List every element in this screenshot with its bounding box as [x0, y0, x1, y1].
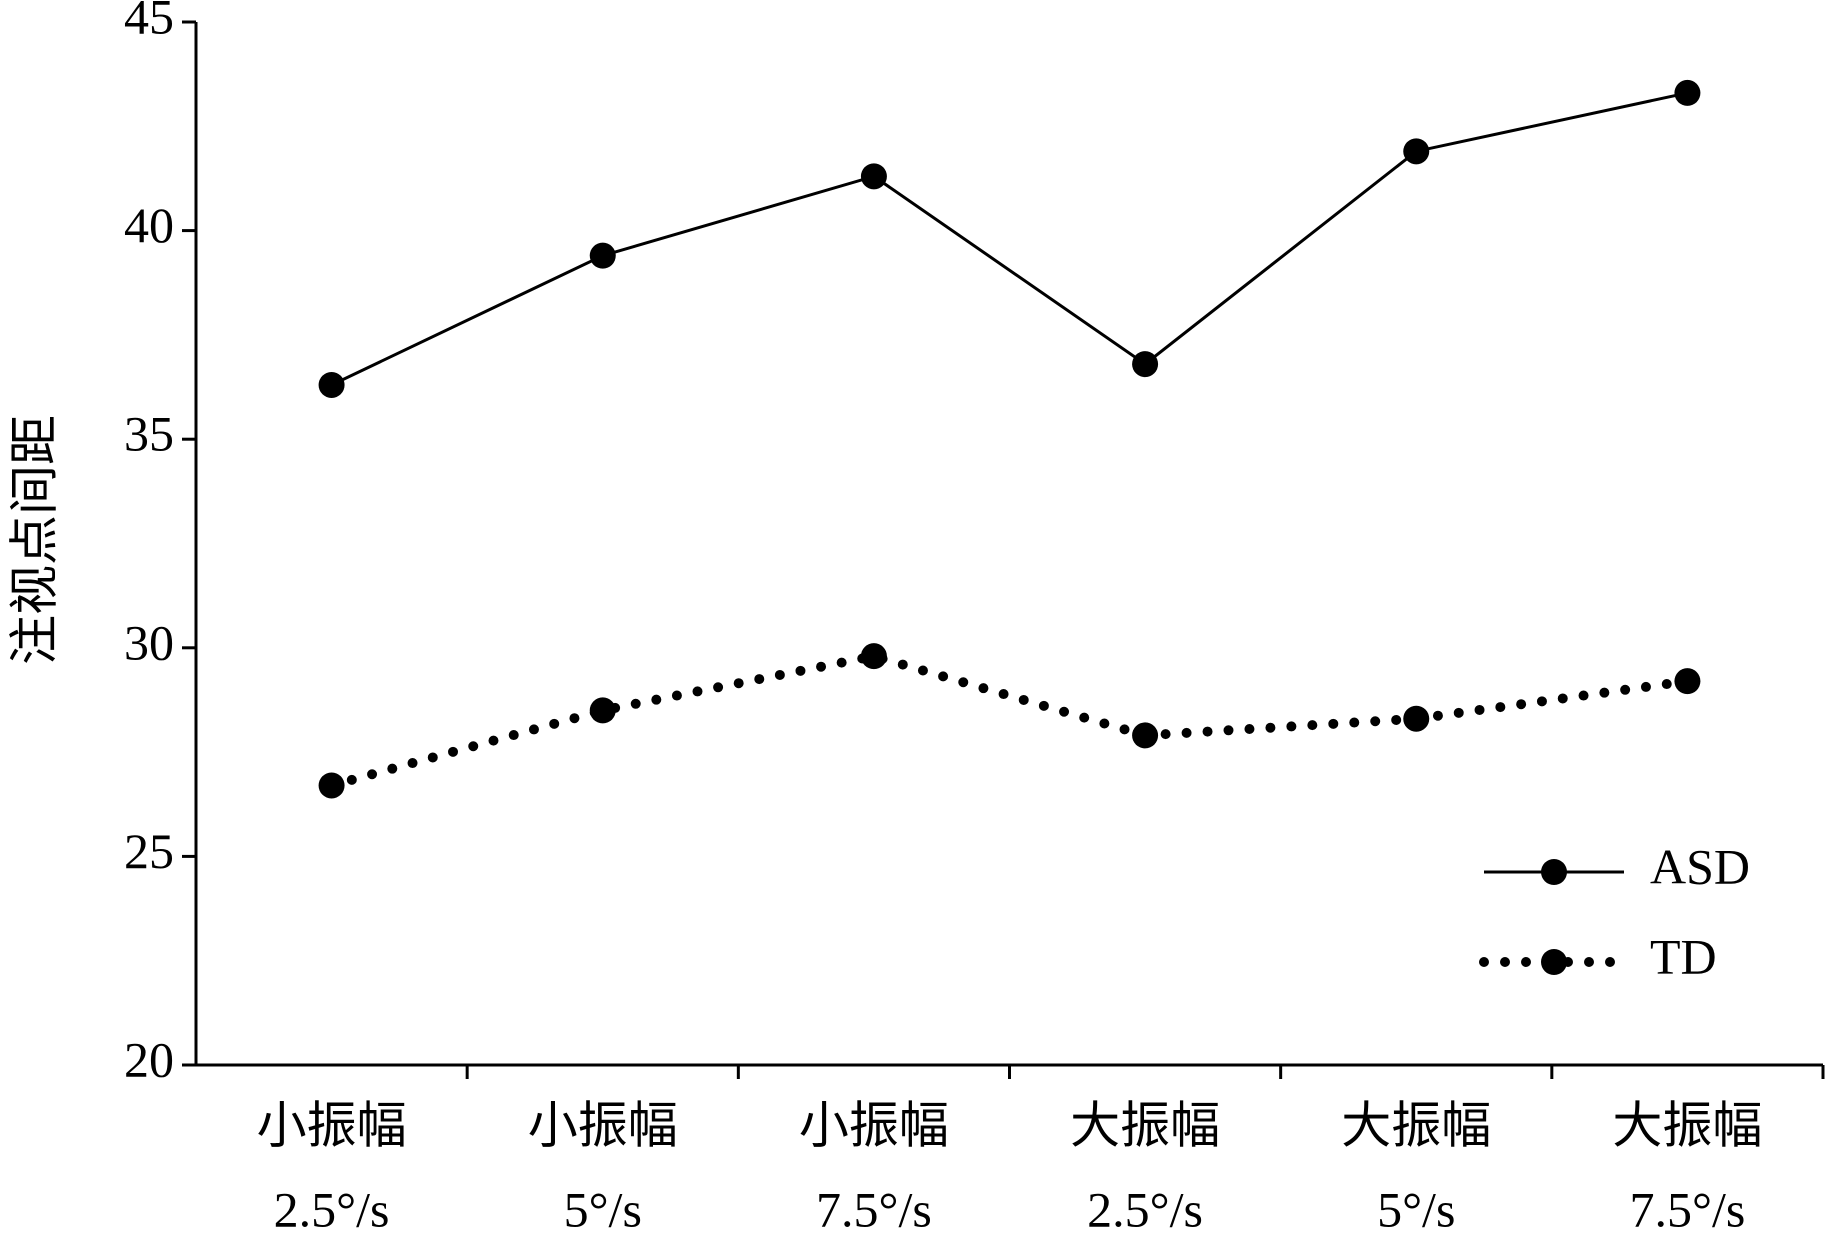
x-tick-label: 7.5°/s — [816, 1181, 932, 1236]
data-point — [1674, 79, 1701, 106]
series-line — [330, 91, 1688, 387]
y-tick-label: 30 — [124, 614, 174, 670]
data-point — [1132, 351, 1159, 378]
x-tick-label: 5°/s — [1377, 1181, 1455, 1236]
x-tick-label: 7.5°/s — [1629, 1181, 1745, 1236]
data-point — [1674, 668, 1701, 695]
x-tick-label: 大振幅 — [1612, 1097, 1762, 1153]
legend-marker — [1541, 949, 1567, 975]
data-point — [860, 163, 887, 190]
x-tick-label: 2.5°/s — [1087, 1181, 1203, 1236]
data-point — [860, 643, 887, 670]
data-point — [1403, 705, 1430, 732]
axis-line — [194, 22, 1823, 1067]
legend-label: ASD — [1650, 838, 1750, 894]
x-tick-label: 小振幅 — [799, 1097, 949, 1153]
y-axis-label: 注视点间距 — [6, 415, 62, 665]
x-tick-label: 小振幅 — [257, 1097, 407, 1153]
y-tick-label: 35 — [124, 406, 174, 462]
x-tick-label: 小振幅 — [528, 1097, 678, 1153]
x-tick-label: 5°/s — [564, 1181, 642, 1236]
data-point — [318, 772, 345, 799]
x-tick-label: 大振幅 — [1070, 1097, 1220, 1153]
y-tick-label: 40 — [124, 197, 174, 253]
data-point — [318, 371, 345, 398]
x-tick-label: 2.5°/s — [274, 1181, 390, 1236]
data-point — [589, 242, 616, 269]
series-line — [326, 651, 1693, 791]
legend-marker — [1541, 859, 1567, 885]
y-tick-label: 25 — [124, 823, 174, 879]
legend-label: TD — [1650, 928, 1717, 984]
data-point — [1403, 138, 1430, 165]
data-point — [1132, 722, 1159, 749]
y-tick-label: 45 — [124, 0, 174, 44]
y-tick-label: 20 — [124, 1031, 174, 1087]
x-tick-label: 大振幅 — [1341, 1097, 1491, 1153]
data-point — [589, 697, 616, 724]
